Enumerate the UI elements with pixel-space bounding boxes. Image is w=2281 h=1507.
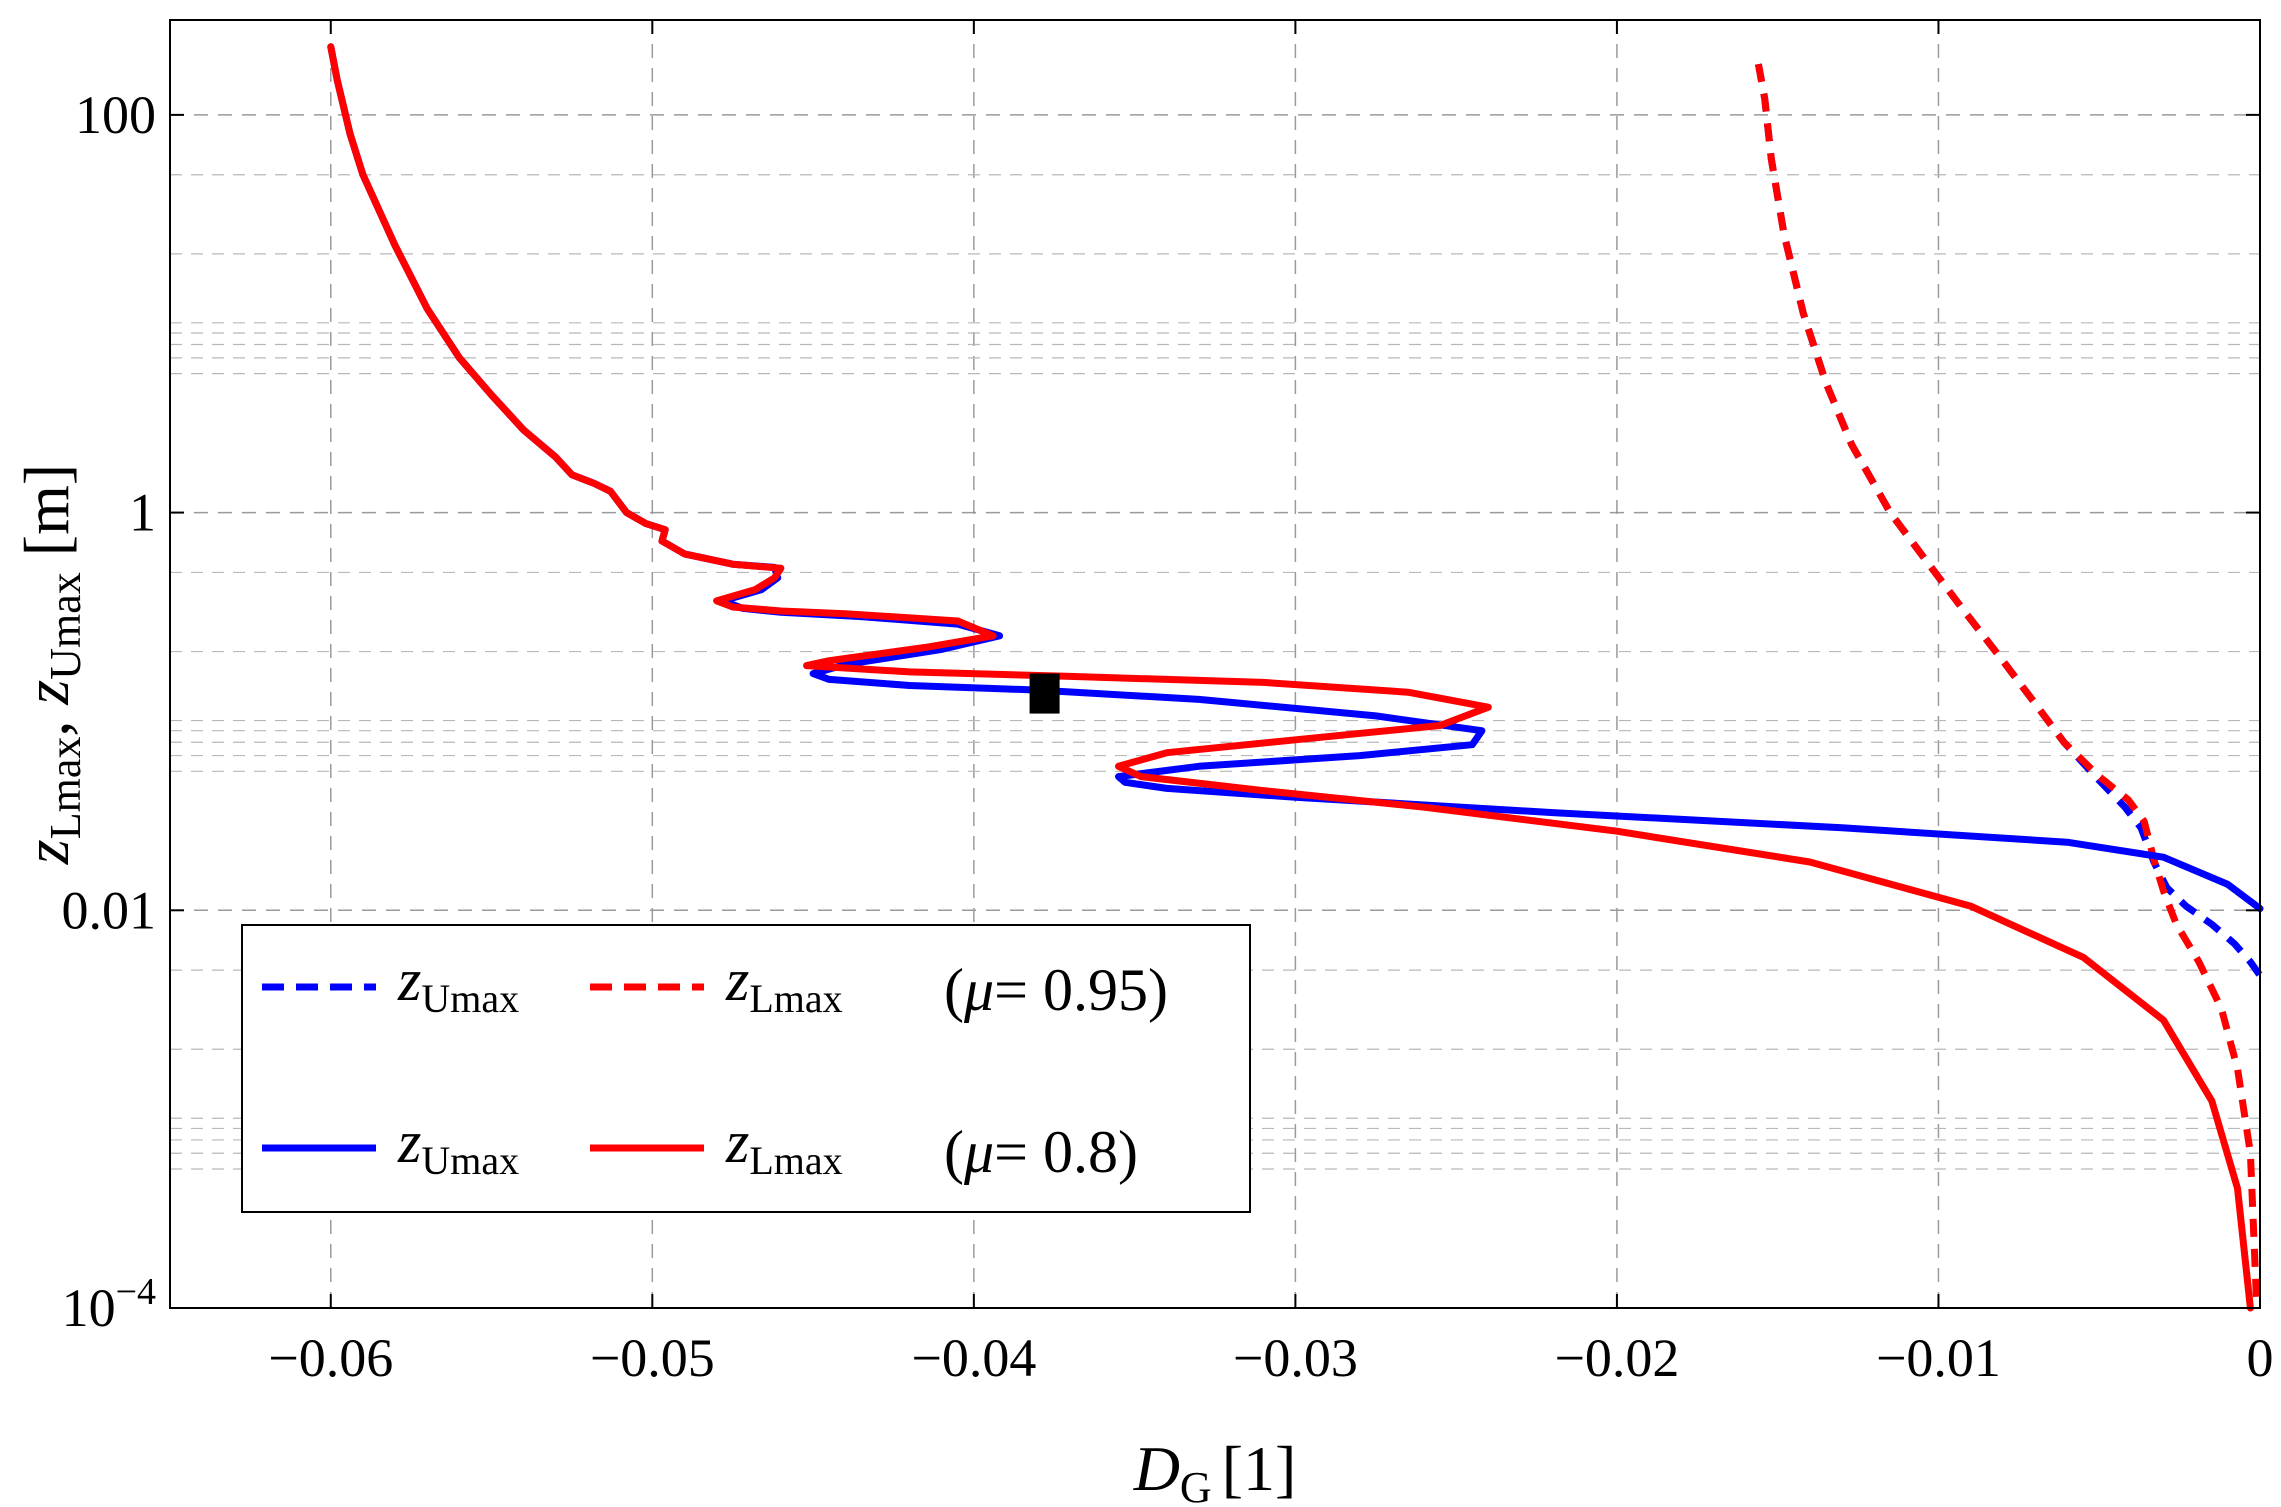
- grid: [170, 20, 2260, 1308]
- series-line-3: [1754, 63, 2261, 1309]
- marker-layer: [1029, 673, 1060, 714]
- legend-label-lmax-08: zLmax: [725, 1109, 843, 1183]
- y-tick-label-2: 1: [129, 483, 156, 543]
- legend-param-08: (μ= 0.8): [944, 1119, 1138, 1185]
- series-layer: [327, 43, 2264, 1312]
- x-tick-label-6: 0: [2247, 1328, 2274, 1388]
- x-tick-label-1: −0.05: [590, 1328, 715, 1388]
- legend-label-umax-08: zUmax: [397, 1109, 519, 1183]
- x-tick-label-3: −0.03: [1233, 1328, 1358, 1388]
- plot-frame: [169, 19, 2261, 1309]
- legend: zUmax zLmax (μ= 0.95) zUmax zLmax (μ= 0.…: [241, 924, 1251, 1213]
- legend-param-095: (μ= 0.95): [944, 957, 1168, 1023]
- y-tick-label-3: 100: [75, 85, 156, 145]
- ticks: −0.06 −0.05 −0.04 −0.03 −0.02 −0.01 0 10−4 0.01 1…: [62, 20, 2274, 1388]
- series-line-1: [327, 43, 2254, 1312]
- y-tick-label-0: 10−4: [62, 1271, 156, 1338]
- x-tick-label-5: −0.01: [1876, 1328, 2001, 1388]
- y-axis-label: zLmax, zUmax [m]: [11, 464, 90, 865]
- x-axis-label: DG [1]: [1133, 1433, 1297, 1507]
- legend-label-lmax-095: zLmax: [725, 947, 843, 1021]
- x-tick-label-0: −0.06: [268, 1328, 393, 1388]
- x-tick-label-4: −0.02: [1554, 1328, 1679, 1388]
- legend-label-umax-095: zUmax: [397, 947, 519, 1021]
- marker-square: [1029, 673, 1060, 714]
- y-tick-label-1: 0.01: [62, 880, 157, 940]
- legend-box: [241, 924, 1251, 1213]
- x-tick-label-2: −0.04: [911, 1328, 1036, 1388]
